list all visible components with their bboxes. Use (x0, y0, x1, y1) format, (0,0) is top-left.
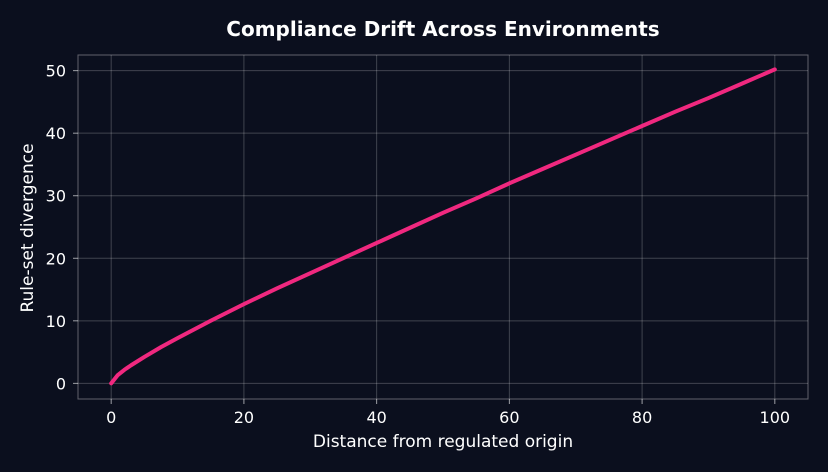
plot-frame (77, 54, 809, 400)
grid (78, 55, 808, 399)
y-tick-label: 0 (56, 374, 66, 393)
y-axis-label: Rule-set divergence (18, 143, 38, 312)
x-tick-label: 60 (499, 408, 519, 427)
y-tick-label: 30 (46, 187, 66, 206)
x-axis-label: Distance from regulated origin (313, 432, 573, 452)
series-line (109, 67, 777, 386)
x-tick-label: 0 (106, 408, 116, 427)
x-tick-label: 20 (234, 408, 254, 427)
series-group (109, 67, 777, 386)
y-tick-label: 50 (46, 62, 66, 81)
x-tick-label: 40 (366, 408, 386, 427)
x-tick-label: 100 (760, 408, 791, 427)
y-axis: 0 10 20 30 40 50 (46, 62, 78, 393)
y-tick-label: 10 (46, 312, 66, 331)
y-tick-label: 20 (46, 249, 66, 268)
y-tick-label: 40 (46, 124, 66, 143)
x-axis: 0 20 40 60 80 100 (106, 399, 790, 427)
chart-title: Compliance Drift Across Environments (226, 17, 659, 41)
x-tick-label: 80 (632, 408, 652, 427)
